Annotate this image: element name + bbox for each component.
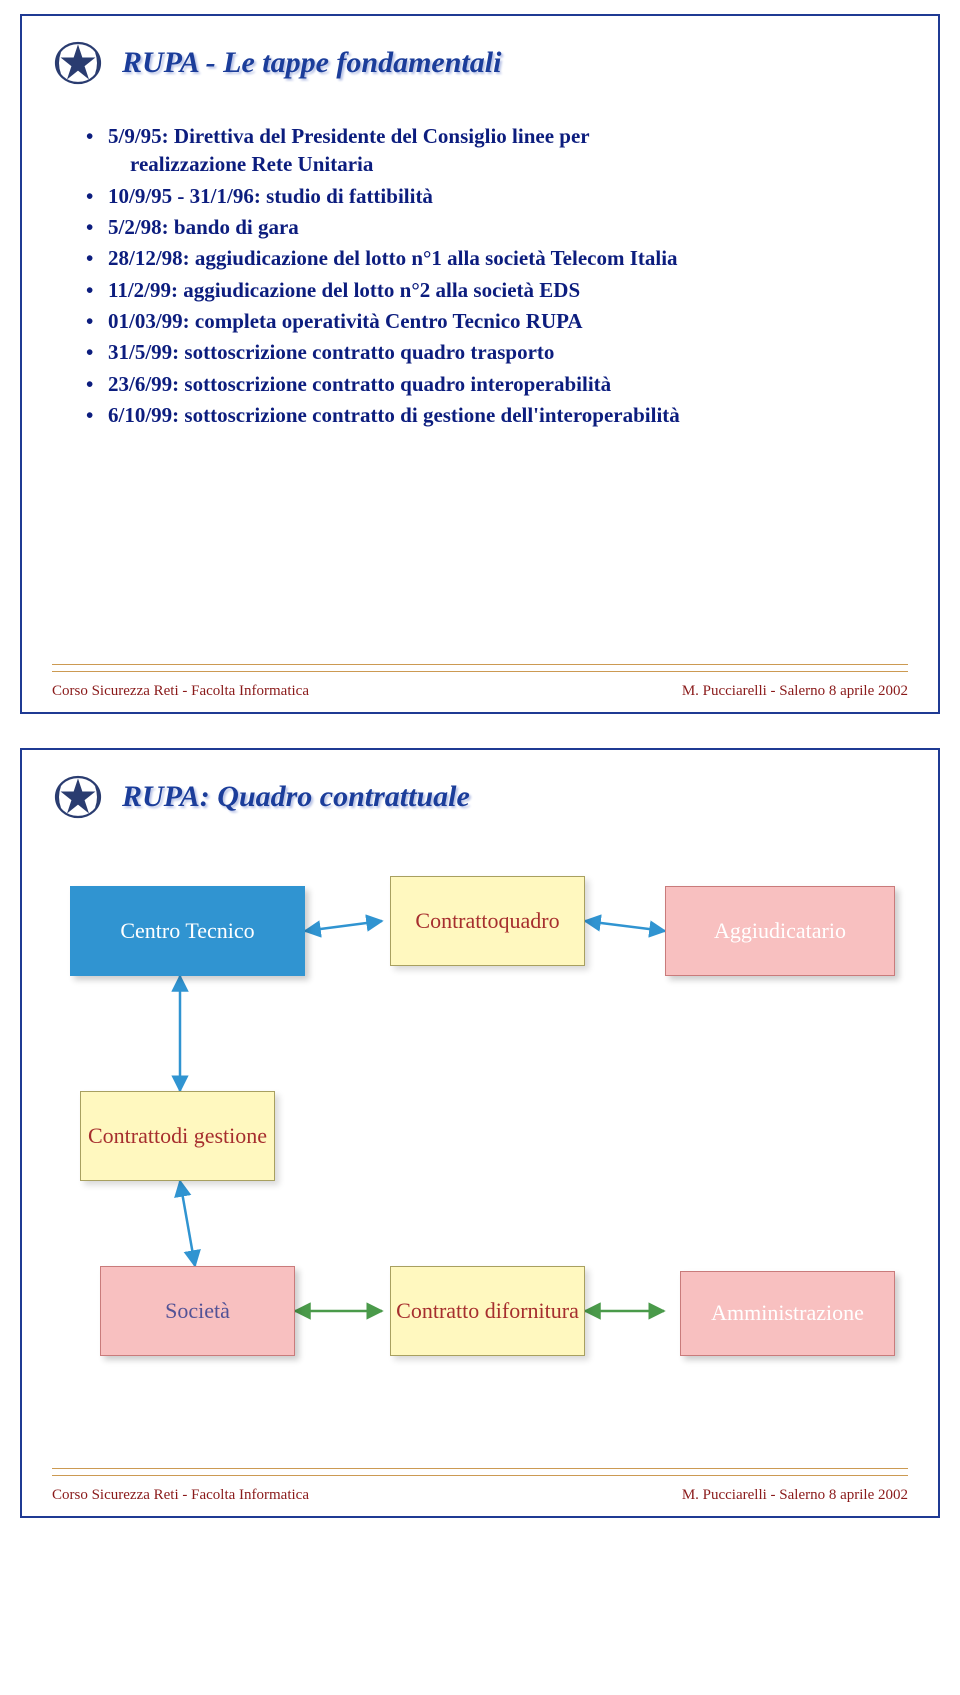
bullet-item: 5/2/98: bando di gara [86,213,898,241]
box-label-line: Società [165,1298,230,1324]
box-label-line: quadro [499,908,560,934]
footer-right: M. Pucciarelli - Salerno 8 aprile 2002 [682,683,908,700]
diagram-box-contratto-gestione: Contrattodi gestione [80,1091,275,1181]
bullet-text-cont: realizzazione Rete Unitaria [108,150,898,178]
box-label-line: Aggiudicatario [714,918,846,944]
diagram-box-amministrazione: Amministrazione [680,1271,895,1356]
diagram: Centro TecnicoContrattoquadroAggiudicata… [55,856,905,1356]
slide-2: RUPA: Quadro contrattuale Centro Tecnico… [20,748,940,1518]
box-label-line: Centro Tecnico [120,918,254,944]
bullet-text: 5/2/98: bando di gara [108,215,299,239]
box-label-line: Amministrazione [711,1300,864,1326]
bullet-text: 11/2/99: aggiudicazione del lotto n°2 al… [108,278,580,302]
box-label-line: fornitura [502,1298,579,1324]
footer-rule [52,664,908,672]
bullet-text: 28/12/98: aggiudicazione del lotto n°1 a… [108,246,678,270]
box-label-line: Contratto di [396,1298,502,1324]
slide-1-header: RUPA - Le tappe fondamentali [52,38,908,88]
bullet-item: 6/10/99: sottoscrizione contratto di ges… [86,401,898,429]
bullet-item: 01/03/99: completa operatività Centro Te… [86,307,898,335]
box-label-line: di gestione [171,1123,267,1149]
connector [305,921,382,931]
footer-left: Corso Sicurezza Reti - Facolta Informati… [52,1487,309,1504]
bullet-item: 11/2/99: aggiudicazione del lotto n°2 al… [86,276,898,304]
bullet-text: 6/10/99: sottoscrizione contratto di ges… [108,403,680,427]
footer-right: M. Pucciarelli - Salerno 8 aprile 2002 [682,1487,908,1504]
bullet-text: 01/03/99: completa operatività Centro Te… [108,309,583,333]
bullet-text: 23/6/99: sottoscrizione contratto quadro… [108,372,611,396]
footer-left: Corso Sicurezza Reti - Facolta Informati… [52,683,309,700]
box-label-line: Contratto [415,908,498,934]
diagram-box-contratto-quadro: Contrattoquadro [390,876,585,966]
slide-2-title: RUPA: Quadro contrattuale [122,780,470,815]
bullet-item: 28/12/98: aggiudicazione del lotto n°1 a… [86,244,898,272]
crest-icon [52,772,104,822]
connector [585,921,665,931]
bullet-list: 5/9/95: Direttiva del Presidente del Con… [52,122,908,429]
box-label-line: Contratto [88,1123,171,1149]
slide-1-title: RUPA - Le tappe fondamentali [122,46,501,81]
bullet-item: 23/6/99: sottoscrizione contratto quadro… [86,370,898,398]
crest-icon [52,38,104,88]
bullet-text: 10/9/95 - 31/1/96: studio di fattibilità [108,184,433,208]
footer-rule [52,1468,908,1476]
bullet-item: 31/5/99: sottoscrizione contratto quadro… [86,338,898,366]
bullet-text: 31/5/99: sottoscrizione contratto quadro… [108,340,554,364]
diagram-box-centro-tecnico: Centro Tecnico [70,886,305,976]
bullet-item: 5/9/95: Direttiva del Presidente del Con… [86,122,898,179]
slide-2-header: RUPA: Quadro contrattuale [52,772,908,822]
connector [180,1181,195,1266]
bullet-text: 5/9/95: Direttiva del Presidente del Con… [108,124,590,148]
diagram-box-contratto-fornitura: Contratto difornitura [390,1266,585,1356]
diagram-box-aggiudicatario: Aggiudicatario [665,886,895,976]
slide-1: RUPA - Le tappe fondamentali 5/9/95: Dir… [20,14,940,714]
bullet-item: 10/9/95 - 31/1/96: studio di fattibilità [86,182,898,210]
diagram-box-societa: Società [100,1266,295,1356]
